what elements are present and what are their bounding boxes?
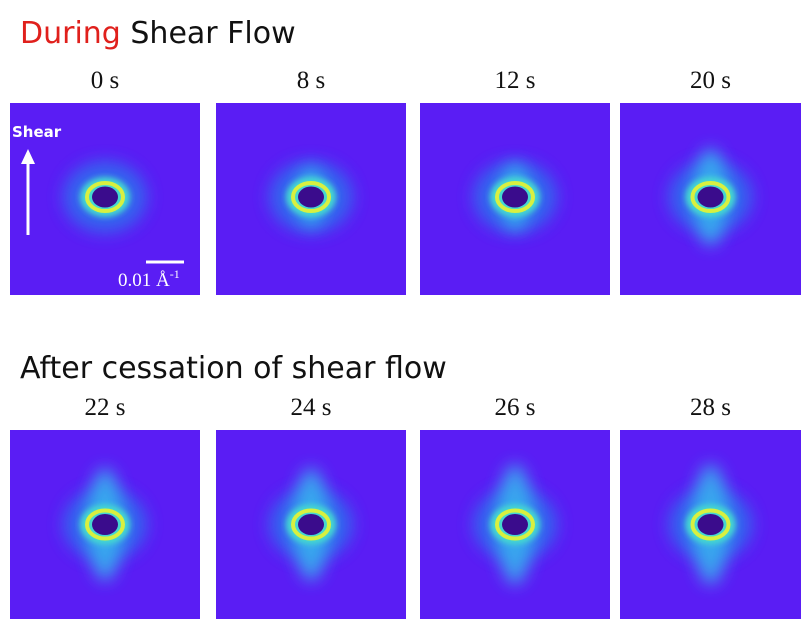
scattering-pattern <box>10 430 200 619</box>
scale-exponent: -1 <box>170 267 180 281</box>
beam-stop <box>298 187 324 208</box>
scattering-pattern <box>620 103 801 295</box>
figure: During Shear Flow After cessation of she… <box>0 0 801 619</box>
beam-stop <box>502 187 528 208</box>
beam-stop <box>698 187 724 208</box>
scattering-pattern <box>216 430 406 619</box>
time-label: 20 s <box>690 67 731 94</box>
time-label: 28 s <box>690 394 731 421</box>
time-label: 0 s <box>91 67 119 94</box>
scattering-pattern <box>420 430 610 619</box>
section-title: After cessation of shear flow <box>20 351 447 386</box>
scattering-pattern <box>420 103 610 295</box>
title-highlight: During <box>20 16 121 51</box>
section-title: During Shear Flow <box>20 16 296 51</box>
shear-label: Shear <box>12 123 62 141</box>
beam-stop <box>502 514 528 535</box>
scattering-pattern <box>216 103 406 295</box>
title-rest: Shear Flow <box>130 16 295 51</box>
scattering-pattern <box>620 430 801 619</box>
beam-stop <box>92 187 118 208</box>
beam-stop <box>698 514 724 535</box>
panels: 0 s 8 s 12 s 20 s 22 s 24 s 26 s 28 s <box>10 67 801 619</box>
beam-stop <box>298 514 324 535</box>
beam-stop <box>92 514 118 535</box>
time-label: 8 s <box>297 67 325 94</box>
scale-text: 0.01 Å <box>118 270 170 291</box>
time-label: 24 s <box>291 394 332 421</box>
figure-canvas: During Shear Flow After cessation of she… <box>0 0 801 619</box>
time-label: 26 s <box>495 394 536 421</box>
time-label: 12 s <box>495 67 536 94</box>
time-label: 22 s <box>85 394 126 421</box>
